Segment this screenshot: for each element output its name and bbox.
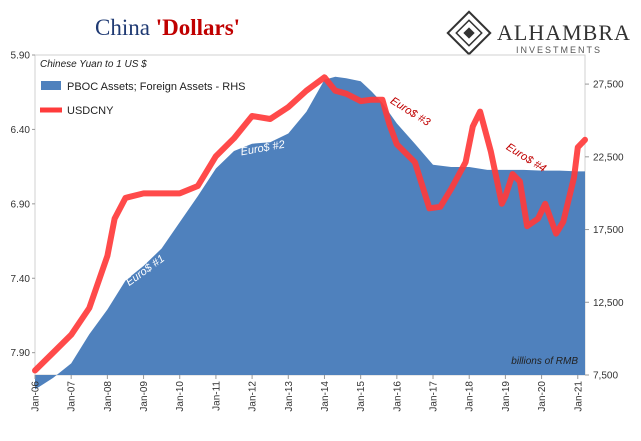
x-tick-label: Jan-17 [429, 381, 440, 412]
x-tick-label: Jan-20 [537, 381, 548, 412]
x-tick-label: Jan-21 [573, 381, 584, 412]
left-tick-label: 6.40 [11, 125, 31, 136]
diamond-emblem-icon [446, 10, 492, 56]
pboc-assets-area [35, 76, 585, 390]
left-tick-label: 7.40 [11, 274, 31, 285]
x-tick-label: Jan-06 [31, 381, 42, 412]
x-tick-label: Jan-13 [284, 381, 295, 412]
right-tick-label: 22,500 [593, 152, 624, 163]
legend: PBOC Assets; Foreign Assets - RHS USDCNY [40, 81, 246, 117]
x-tick-label: Jan-15 [356, 381, 367, 412]
right-axis: 27,500 22,500 17,500 12,500 7,500 [585, 80, 624, 382]
legend-swatch-pboc [41, 81, 61, 90]
annotation-label: Euro$ #4 [504, 141, 548, 175]
subtitle: Chinese Yuan to 1 US $ [40, 59, 147, 70]
legend-label-usdcny: USDCNY [67, 105, 114, 117]
x-tick-label: Jan-07 [67, 381, 78, 412]
title-part-2: 'Dollars' [156, 15, 240, 40]
x-tick-label: Jan-19 [501, 381, 512, 412]
x-tick-label: Jan-14 [320, 381, 331, 412]
x-tick-label: Jan-11 [211, 381, 222, 411]
right-tick-label: 17,500 [593, 225, 624, 236]
x-tick-label: Jan-12 [248, 381, 259, 412]
right-tick-label: 7,500 [593, 371, 618, 382]
logo-tagline: INVESTMENTS [516, 45, 602, 55]
x-axis: Jan-06 Jan-07 Jan-08 Jan-09 Jan-10 Jan-11 Jan-… [31, 375, 584, 412]
alhambra-logo: ALHAMBRA INVESTMENTS [446, 10, 631, 56]
left-tick-label: 6.90 [11, 199, 31, 210]
chart-title: China 'Dollars' [95, 15, 240, 40]
x-tick-label: Jan-08 [103, 381, 114, 412]
right-tick-label: 27,500 [593, 80, 624, 91]
title-part-1: China [95, 15, 156, 40]
x-tick-label: Jan-16 [392, 381, 403, 412]
unit-note: billions of RMB [511, 356, 578, 367]
right-tick-label: 12,500 [593, 298, 624, 309]
left-tick-label: 5.90 [11, 51, 31, 62]
left-tick-label: 7.90 [11, 348, 31, 359]
logo-name: ALHAMBRA [497, 20, 631, 45]
x-tick-label: Jan-10 [175, 381, 186, 412]
x-tick-label: Jan-18 [465, 381, 476, 412]
usdcny-line [32, 74, 588, 374]
x-tick-label: Jan-09 [139, 381, 150, 412]
left-axis: 5.90 6.40 6.90 7.40 7.90 [11, 51, 35, 359]
legend-label-pboc: PBOC Assets; Foreign Assets - RHS [67, 81, 246, 93]
